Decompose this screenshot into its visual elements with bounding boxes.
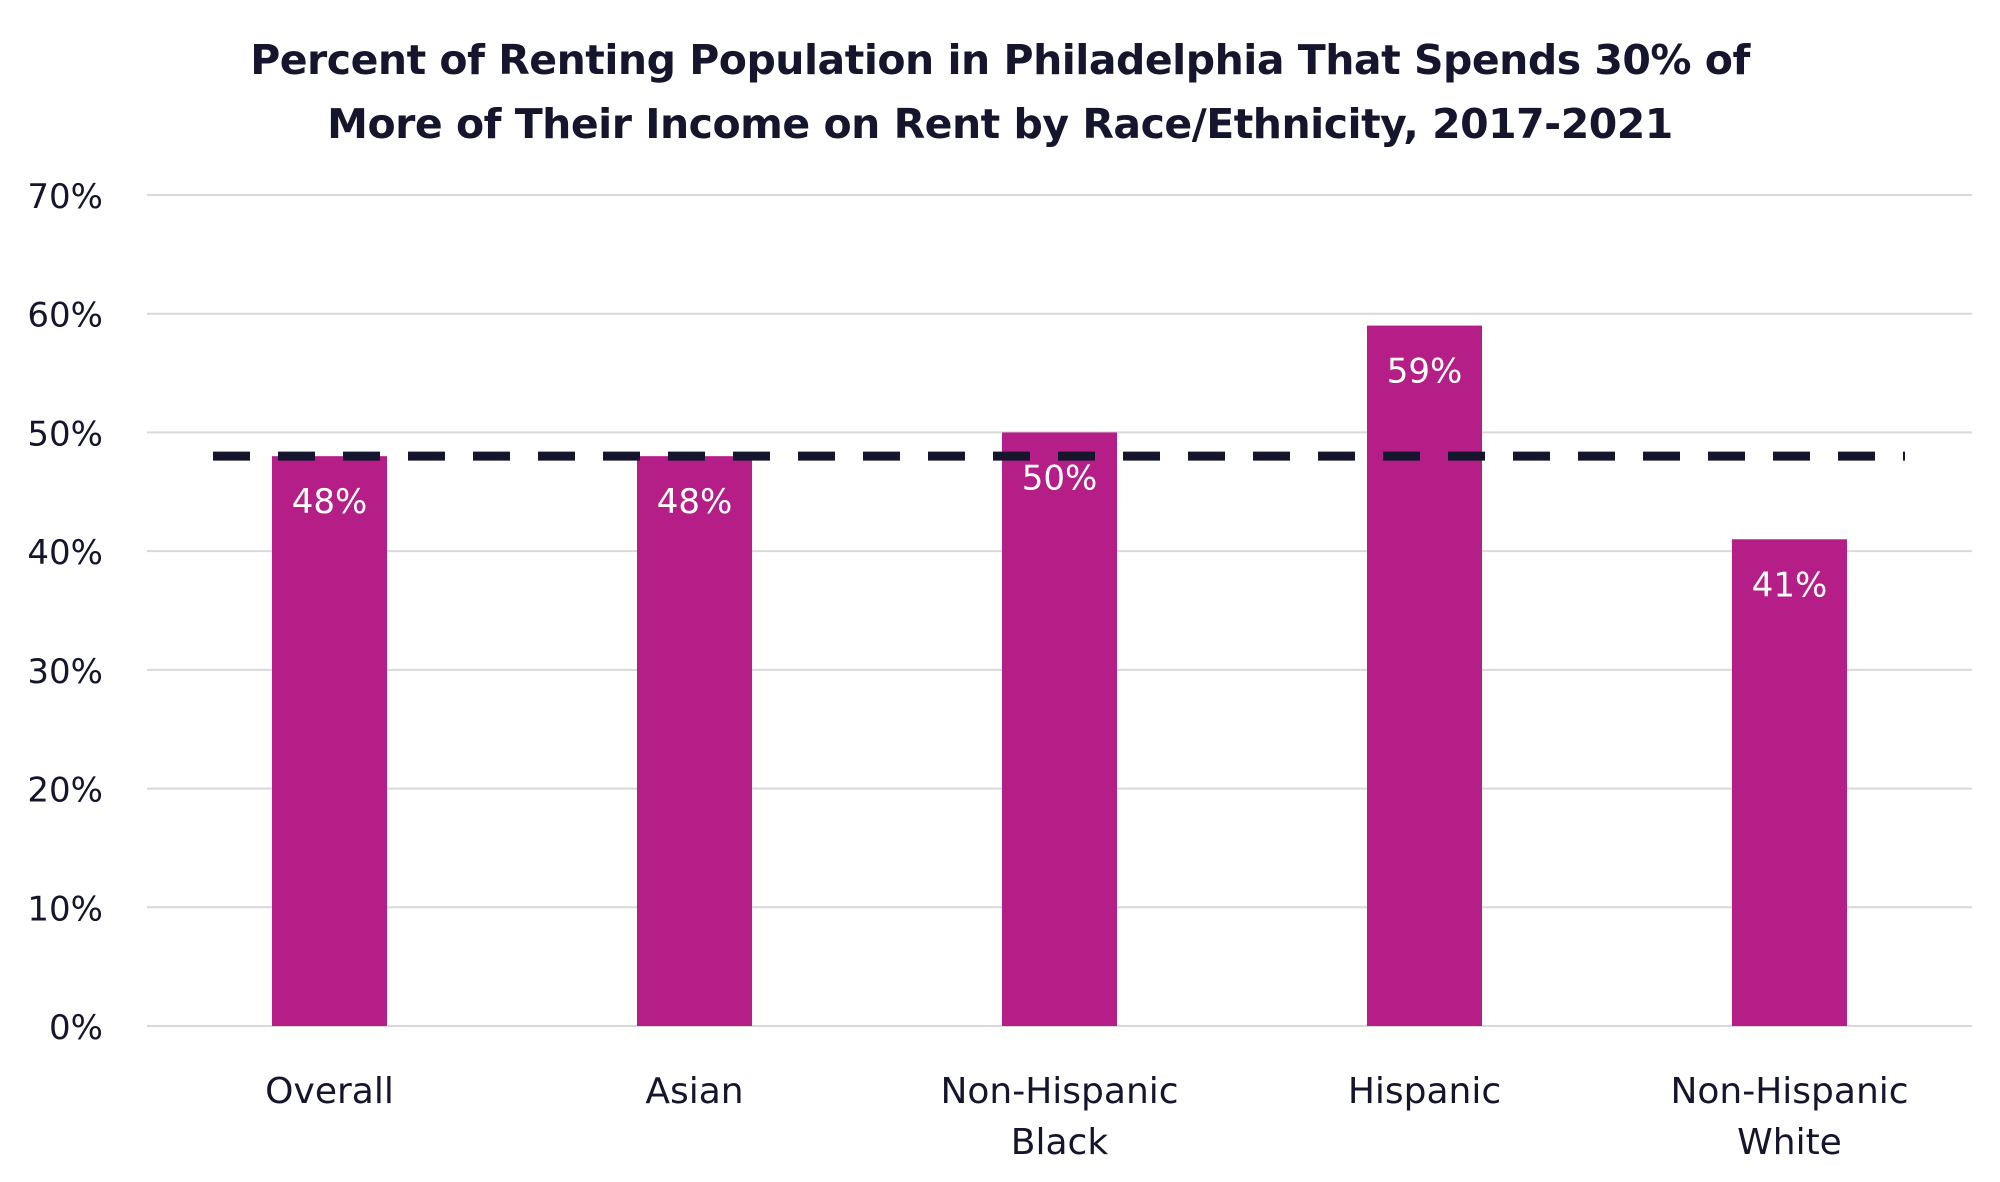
chart-title-line-1: Percent of Renting Population in Philade… <box>250 36 1750 84</box>
y-tick-label: 10% <box>27 889 103 929</box>
data-label: 48% <box>657 482 733 522</box>
data-label: 48% <box>292 482 368 522</box>
bar <box>272 456 387 1027</box>
chart-title-line-2: More of Their Income on Rent by Race/Eth… <box>327 100 1673 148</box>
x-tick-label: Black <box>1011 1122 1109 1163</box>
y-tick-label: 60% <box>27 296 103 336</box>
y-tick-label: 70% <box>27 177 103 217</box>
x-tick-label: Hispanic <box>1348 1071 1501 1112</box>
y-tick-label: 40% <box>27 533 103 573</box>
bar <box>1732 539 1847 1026</box>
data-label: 41% <box>1752 565 1828 605</box>
bar <box>1002 432 1117 1026</box>
y-tick-label: 30% <box>27 652 103 692</box>
data-label: 50% <box>1022 458 1098 498</box>
bar <box>1367 325 1482 1027</box>
x-tick-label: Overall <box>265 1071 394 1112</box>
x-tick-label: Non-Hispanic <box>940 1071 1178 1112</box>
chart-title: Percent of Renting Population in Philade… <box>0 28 2000 156</box>
x-tick-label: Asian <box>645 1071 743 1112</box>
data-label: 59% <box>1387 352 1463 392</box>
x-tick-label: Non-Hispanic <box>1670 1071 1908 1112</box>
bar <box>637 456 752 1027</box>
y-tick-label: 0% <box>49 1008 103 1048</box>
x-tick-label: White <box>1737 1122 1842 1163</box>
y-tick-label: 20% <box>27 771 103 811</box>
y-tick-label: 50% <box>27 414 103 454</box>
